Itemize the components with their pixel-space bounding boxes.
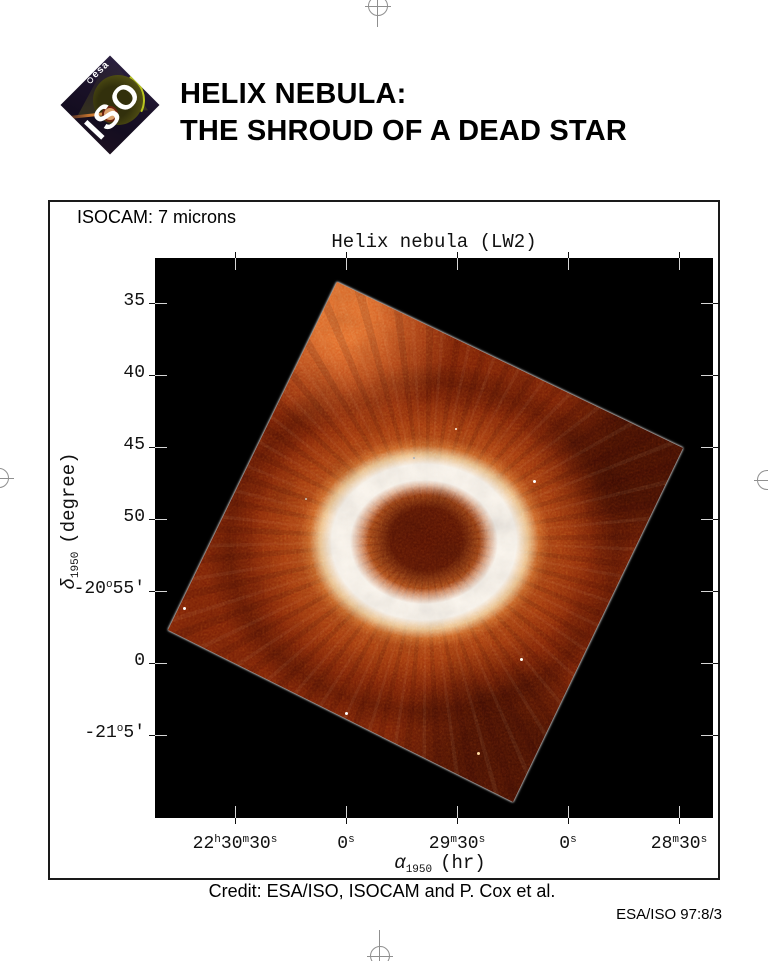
esa-emblem-icon [85, 75, 95, 85]
tick-mark [713, 519, 719, 520]
tick-mark [701, 303, 713, 304]
tick-mark [701, 375, 713, 376]
x-tick-label: 22h30m30s [192, 834, 278, 854]
figure-box: ISOCAM: 7 microns Helix nebula (LW2) 22 [48, 200, 720, 880]
tick-mark [155, 735, 167, 736]
y-tick-label: 35 [123, 291, 145, 311]
tick-mark [713, 447, 719, 448]
tick-mark [149, 735, 155, 736]
tick-mark [457, 258, 458, 270]
tick-mark [149, 519, 155, 520]
tick-mark [679, 258, 680, 270]
tick-mark [701, 519, 713, 520]
y-tick-label: 45 [123, 435, 145, 455]
x-tick-label: 29m30s [428, 834, 486, 854]
delta-symbol: δ [58, 578, 80, 590]
tick-mark [149, 591, 155, 592]
nebula-cloud-texture [168, 282, 683, 802]
y-tick-label: -20o55' [73, 579, 145, 599]
star-dot [533, 480, 536, 483]
y-tick-label: 0 [134, 651, 145, 671]
instrument-label: ISOCAM: 7 microns [77, 207, 237, 227]
tick-mark [568, 806, 569, 818]
plot-area: Helix nebula (LW2) 22h30m30s 0s 29m30s 0s 28… [58, 231, 719, 876]
iso-logo: esa ISO [60, 55, 160, 155]
x-tick-label: 28m30s [650, 834, 708, 854]
star-dot [183, 607, 186, 610]
tick-mark [155, 303, 167, 304]
tick-mark [457, 806, 458, 818]
tick-mark [568, 252, 569, 258]
x-tick-label: 0s [337, 834, 355, 854]
tick-mark [155, 519, 167, 520]
tick-mark [149, 663, 155, 664]
page-title: HELIX NEBULA: THE SHROUD OF A DEAD STAR [180, 76, 627, 150]
tick-mark [701, 447, 713, 448]
tick-mark [235, 806, 236, 818]
tick-mark [713, 591, 719, 592]
credit-line: Credit: ESA/ISO, ISOCAM and P. Cox et al… [208, 881, 556, 901]
tick-mark [701, 591, 713, 592]
tick-mark [346, 252, 347, 258]
star-dot [413, 457, 415, 459]
y-tick-label: 50 [123, 507, 145, 527]
tick-mark [235, 252, 236, 258]
tick-mark [235, 818, 236, 824]
tick-mark [701, 735, 713, 736]
tick-mark [679, 806, 680, 818]
tick-mark [713, 375, 719, 376]
reference-number: ESA/ISO 97:8/3 [616, 906, 722, 923]
tick-mark [457, 818, 458, 824]
star-dot [345, 712, 348, 715]
tick-mark [149, 303, 155, 304]
x-axis-title: α1950 (hr) [394, 852, 486, 876]
tick-mark [713, 303, 719, 304]
tick-mark [155, 447, 167, 448]
page-title-line-1: HELIX NEBULA: [180, 78, 407, 110]
x-tick-label: 0s [559, 834, 577, 854]
tick-mark [713, 663, 719, 664]
tick-mark [235, 258, 236, 270]
star-dot [477, 752, 480, 755]
tick-mark [149, 375, 155, 376]
helix-nebula-image [168, 282, 683, 802]
alpha-symbol: α [394, 852, 406, 874]
tick-mark [568, 818, 569, 824]
tick-mark [155, 663, 167, 664]
tick-mark [701, 663, 713, 664]
page-title-line-2: THE SHROUD OF A DEAD STAR [180, 115, 627, 147]
nebula-image-wrap [155, 258, 713, 818]
tick-mark [679, 252, 680, 258]
tick-mark [346, 806, 347, 818]
tick-mark [568, 258, 569, 270]
tick-mark [457, 252, 458, 258]
star-dot [305, 498, 307, 500]
tick-mark [679, 818, 680, 824]
y-tick-label: 40 [123, 363, 145, 383]
tick-mark [713, 735, 719, 736]
tick-mark [346, 818, 347, 824]
tick-mark [155, 591, 167, 592]
plot-title: Helix nebula (LW2) [331, 231, 537, 253]
y-axis-title: δ1950(degree) [58, 452, 82, 590]
tick-mark [155, 375, 167, 376]
star-dot [520, 658, 523, 661]
iso-logo-content: esa ISO [61, 56, 160, 155]
tick-mark [346, 258, 347, 270]
star-dot [455, 428, 457, 430]
tick-mark [149, 447, 155, 448]
y-tick-label: -21o5' [84, 723, 145, 743]
